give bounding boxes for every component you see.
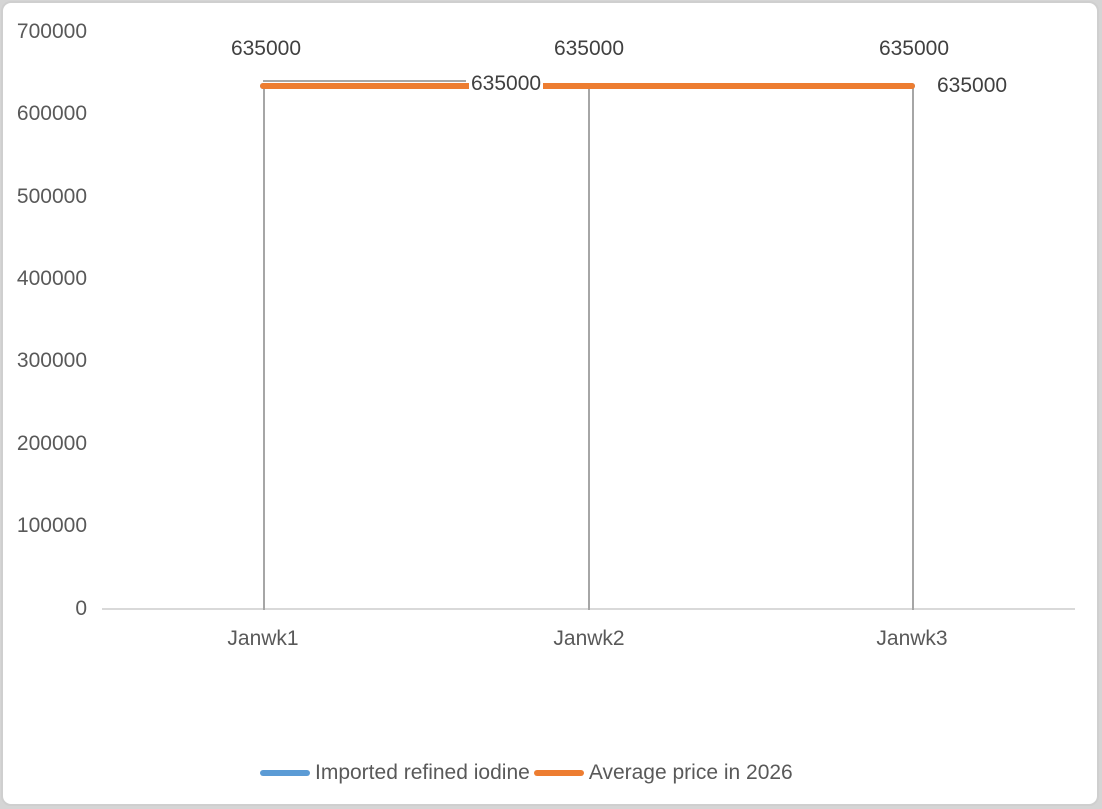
y-tick-400000: 400000 [16, 267, 87, 290]
legend-label: Imported refined iodine [315, 761, 530, 784]
series-line-average-price-2026[interactable] [260, 83, 915, 89]
legend-swatch-orange-line-icon [533, 770, 584, 776]
legend-item-average-price-2026[interactable]: Average price in 2026 [533, 761, 793, 785]
data-label-above-janwk1[interactable]: 635000 [230, 37, 302, 60]
y-tick-600000: 600000 [16, 102, 87, 125]
y-tick-200000: 200000 [16, 432, 87, 455]
drop-line-janwk1 [263, 86, 265, 610]
data-label-on-line[interactable]: 635000 [469, 72, 544, 95]
x-tick-janwk2: Janwk2 [553, 627, 625, 650]
y-tick-100000: 100000 [16, 514, 87, 537]
y-tick-700000: 700000 [16, 20, 87, 43]
y-tick-500000: 500000 [16, 185, 87, 208]
drop-line-janwk2 [588, 86, 590, 610]
y-tick-0: 0 [75, 597, 87, 620]
x-tick-janwk1: Janwk1 [227, 627, 299, 650]
drop-line-janwk3 [912, 86, 914, 610]
legend-item-imported-refined-iodine[interactable]: Imported refined iodine [260, 761, 530, 785]
line-chart: 700000 600000 500000 400000 300000 20000… [3, 3, 1097, 804]
legend-swatch-blue-line-icon [260, 770, 310, 776]
y-tick-300000: 300000 [16, 349, 87, 372]
data-label-leader-line [263, 80, 466, 82]
x-tick-janwk3: Janwk3 [876, 627, 948, 650]
chart-legend: Imported refined iodine Average price in… [260, 760, 793, 786]
data-label-above-janwk3[interactable]: 635000 [878, 37, 950, 60]
data-label-above-janwk2[interactable]: 635000 [553, 37, 625, 60]
legend-label: Average price in 2026 [588, 761, 793, 784]
data-label-right-of-line[interactable]: 635000 [937, 74, 1008, 97]
